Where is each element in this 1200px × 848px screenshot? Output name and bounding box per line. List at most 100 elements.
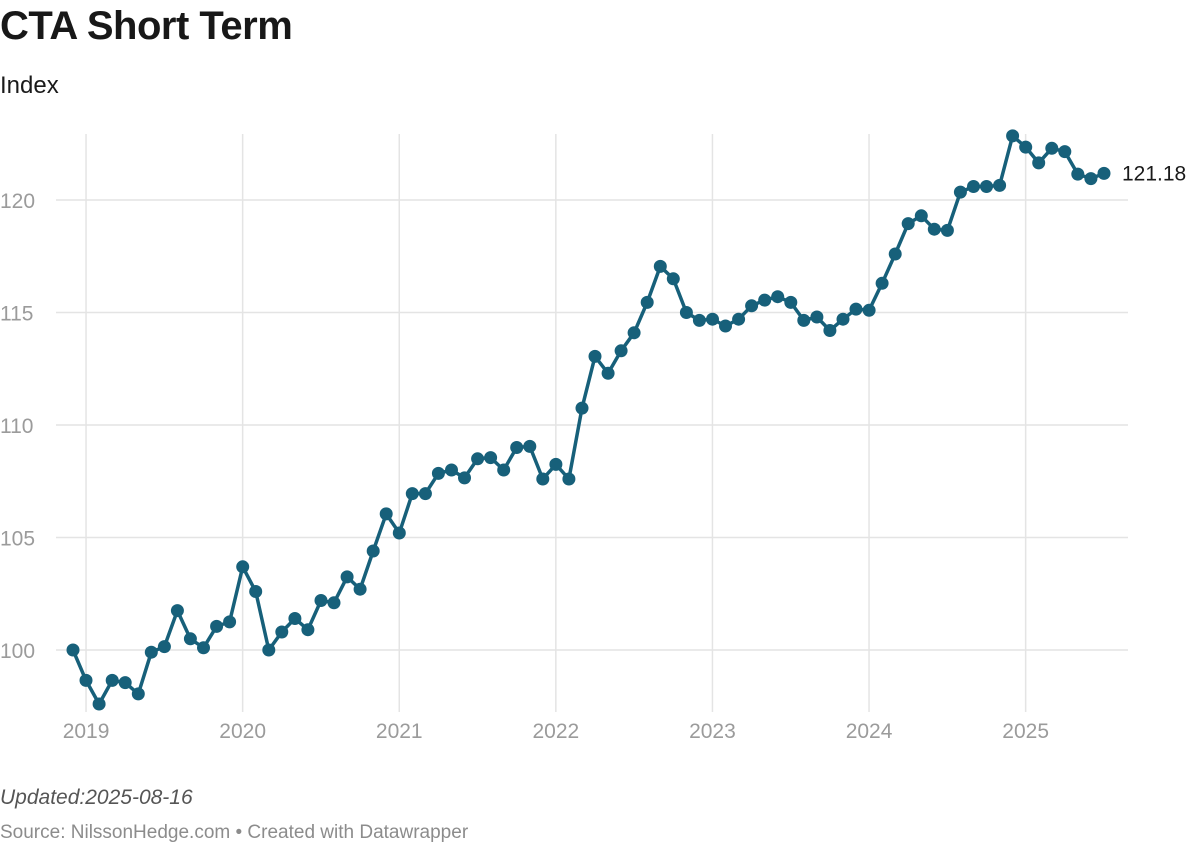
x-tick-2020: 2020: [219, 720, 266, 743]
data-point-2022-04: [588, 349, 602, 363]
data-point-2022-07: [627, 326, 641, 340]
data-point-2020-09: [340, 570, 354, 584]
data-point-2021-08: [484, 451, 498, 465]
data-point-2023-11: [836, 312, 850, 326]
updated-date: Updated:2025-08-16: [0, 786, 193, 809]
x-tick-2021: 2021: [376, 720, 423, 743]
data-point-2021-04: [431, 466, 445, 480]
y-tick-120: 120: [0, 190, 35, 213]
data-point-2024-09: [967, 180, 980, 193]
data-point-2024-06: [927, 222, 941, 236]
data-point-2020-12: [379, 507, 393, 521]
x-tick-2019: 2019: [63, 720, 110, 743]
data-point-2024-05: [914, 209, 928, 223]
data-point-2019-12: [223, 615, 237, 629]
data-point-2021-01: [392, 526, 406, 540]
data-point-2024-07: [940, 223, 954, 237]
data-point-2019-03: [105, 673, 119, 687]
data-point-2020-07: [314, 594, 328, 607]
end-value-label: 121.18: [1122, 162, 1186, 185]
data-point-2024-10: [980, 180, 993, 193]
data-point-2022-10: [666, 272, 680, 286]
data-point-2023-02: [719, 319, 732, 333]
data-point-2023-05: [758, 293, 772, 307]
data-point-2020-11: [366, 544, 380, 558]
data-point-2025-04: [1058, 145, 1072, 159]
data-point-2023-03: [732, 312, 746, 326]
vertical-gridlines: [85, 134, 1027, 712]
data-point-2025-05: [1071, 167, 1085, 181]
data-point-2024-02: [875, 276, 889, 290]
data-point-2024-11: [993, 178, 1007, 192]
data-point-2019-05: [131, 687, 145, 701]
data-point-2022-11: [679, 306, 693, 319]
data-point-2023-10: [823, 324, 837, 337]
data-point-2022-06: [614, 344, 628, 358]
x-tick-2024: 2024: [846, 720, 893, 743]
data-point-2021-06: [458, 471, 471, 485]
data-point-2019-04: [118, 676, 132, 690]
data-point-2025-03: [1045, 141, 1059, 155]
chart-title: CTA Short Term: [0, 4, 293, 48]
x-tick-2025: 2025: [1002, 720, 1049, 743]
data-point-2021-07: [471, 452, 485, 466]
data-point-2024-08: [953, 185, 967, 199]
data-point-2020-01: [236, 560, 250, 574]
data-point-2023-06: [771, 290, 785, 304]
data-point-2020-03: [262, 643, 276, 657]
data-point-2025-06: [1084, 172, 1098, 186]
series-points: [66, 129, 1111, 711]
data-point-2019-08: [170, 604, 184, 618]
horizontal-gridlines: [56, 199, 1128, 651]
data-point-2022-05: [601, 366, 615, 380]
data-point-2024-04: [901, 217, 915, 231]
y-axis-tick-labels: 100 105 110 115 120: [0, 190, 35, 663]
data-point-2022-01: [549, 457, 563, 471]
source-credit: Source: NilssonHedge.com • Created with …: [0, 822, 469, 843]
data-point-2020-05: [288, 612, 302, 625]
data-point-2022-12: [692, 313, 706, 327]
data-point-2019-02: [92, 697, 106, 711]
data-point-2025-07: [1097, 166, 1111, 180]
data-point-2023-07: [784, 295, 798, 309]
data-point-2023-01: [706, 312, 719, 326]
data-point-2024-01: [862, 303, 876, 317]
data-point-2019-09: [183, 632, 197, 646]
data-point-2019-06: [144, 645, 158, 659]
data-point-2019-01: [79, 673, 93, 687]
data-point-2023-04: [745, 299, 759, 313]
y-tick-100: 100: [0, 640, 35, 663]
data-point-2021-03: [418, 487, 432, 501]
x-tick-2023: 2023: [689, 720, 736, 743]
data-point-2025-01: [1019, 140, 1033, 154]
data-point-2019-10: [197, 641, 210, 655]
data-point-2020-10: [353, 582, 367, 596]
data-point-2023-09: [810, 310, 824, 324]
data-point-2021-02: [405, 487, 419, 501]
y-tick-110: 110: [0, 415, 33, 438]
data-point-2020-02: [249, 585, 263, 598]
y-tick-105: 105: [0, 528, 35, 551]
data-point-2024-12: [1006, 129, 1020, 143]
x-axis-tick-labels: 2019 2020 2021 2022 2023 2024 2025: [63, 720, 1049, 743]
data-point-2024-03: [888, 247, 902, 261]
data-point-2021-11: [523, 439, 537, 453]
data-point-2019-07: [157, 640, 171, 654]
data-point-2020-04: [275, 625, 289, 639]
chart-subtitle: Index: [0, 72, 59, 99]
data-point-2020-08: [327, 596, 341, 610]
data-point-2018-12: [66, 643, 80, 657]
data-point-2021-10: [510, 441, 524, 454]
data-point-2022-02: [562, 472, 576, 486]
y-tick-115: 115: [0, 303, 33, 326]
data-point-2022-08: [640, 295, 654, 309]
data-point-2022-03: [575, 401, 589, 415]
data-point-2025-02: [1032, 156, 1046, 170]
data-point-2021-05: [445, 463, 458, 477]
data-point-2020-06: [301, 623, 315, 637]
data-point-2019-11: [210, 619, 224, 633]
data-point-2022-09: [653, 259, 667, 273]
data-point-2023-12: [849, 302, 863, 316]
data-point-2023-08: [797, 313, 811, 327]
